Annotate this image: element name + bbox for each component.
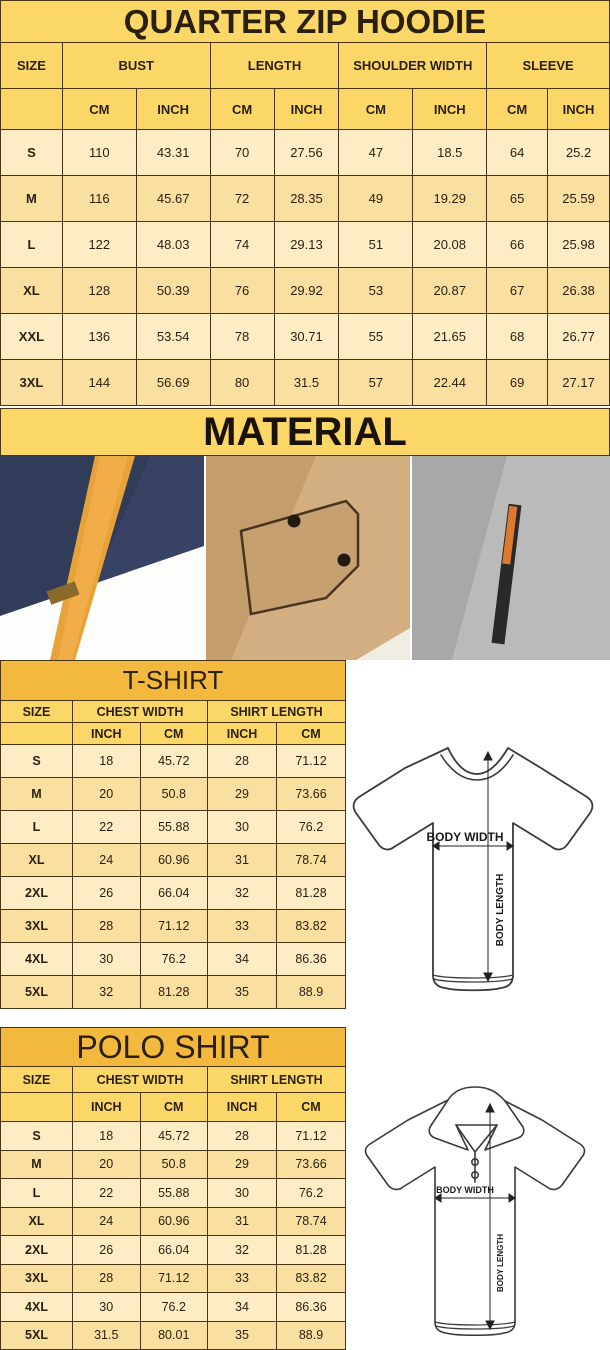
svg-text:BODY LENGTH: BODY LENGTH <box>496 1234 505 1292</box>
svg-text:BODY WIDTH: BODY WIDTH <box>426 830 503 844</box>
svg-text:BODY WIDTH: BODY WIDTH <box>436 1185 494 1195</box>
svg-text:BODY LENGTH: BODY LENGTH <box>495 874 506 947</box>
